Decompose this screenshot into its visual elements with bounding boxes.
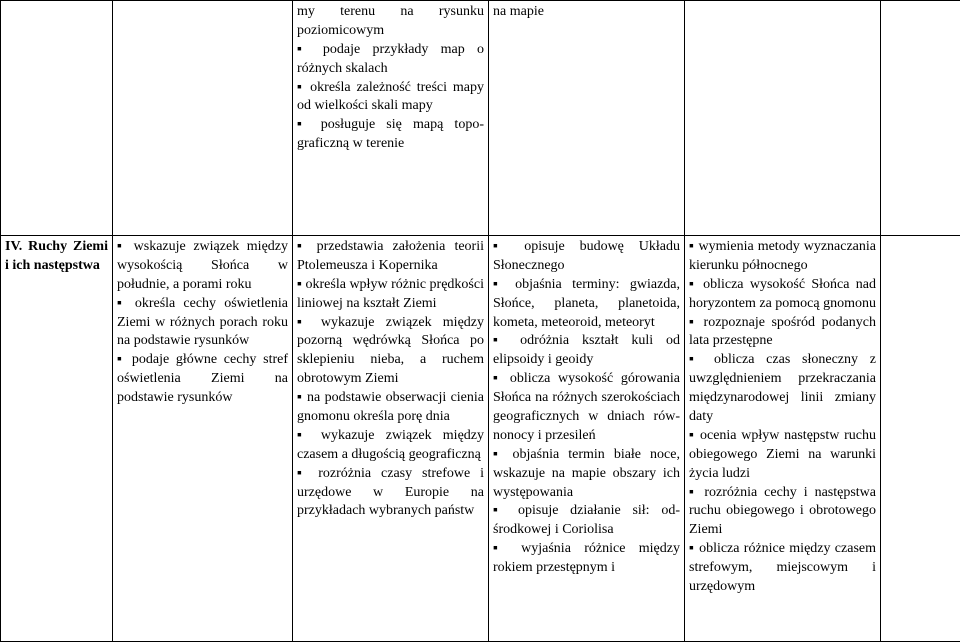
table-row: my terenu na rysunku poziomicowym▪ podaj… bbox=[1, 1, 960, 236]
cell-r2-c4: ▪ opisuje budowę Układu Słonecznego▪ obj… bbox=[489, 236, 685, 642]
cell-r2-c1-section-title: IV. Ruchy Ziemi i ich następstwa bbox=[1, 236, 113, 642]
cell-r2-c2: ▪ wskazuje związek między wysokością Sło… bbox=[113, 236, 293, 642]
cell-r1-c3: my terenu na rysunku poziomicowym▪ podaj… bbox=[293, 1, 489, 236]
cell-r1-c6 bbox=[881, 1, 960, 236]
cell-r2-c6 bbox=[881, 236, 960, 642]
cell-r1-c5 bbox=[685, 1, 881, 236]
curriculum-table: my terenu na rysunku poziomicowym▪ podaj… bbox=[0, 0, 960, 642]
table-row: IV. Ruchy Ziemi i ich następstwa ▪ wskaz… bbox=[1, 236, 960, 642]
cell-r2-c3: ▪ przedstawia założenia teorii Ptolemeus… bbox=[293, 236, 489, 642]
cell-r1-c1 bbox=[1, 1, 113, 236]
cell-r2-c5: ▪ wymienia metody wy­znaczania kierunku … bbox=[685, 236, 881, 642]
cell-r1-c4: na mapie bbox=[489, 1, 685, 236]
cell-r1-c2 bbox=[113, 1, 293, 236]
